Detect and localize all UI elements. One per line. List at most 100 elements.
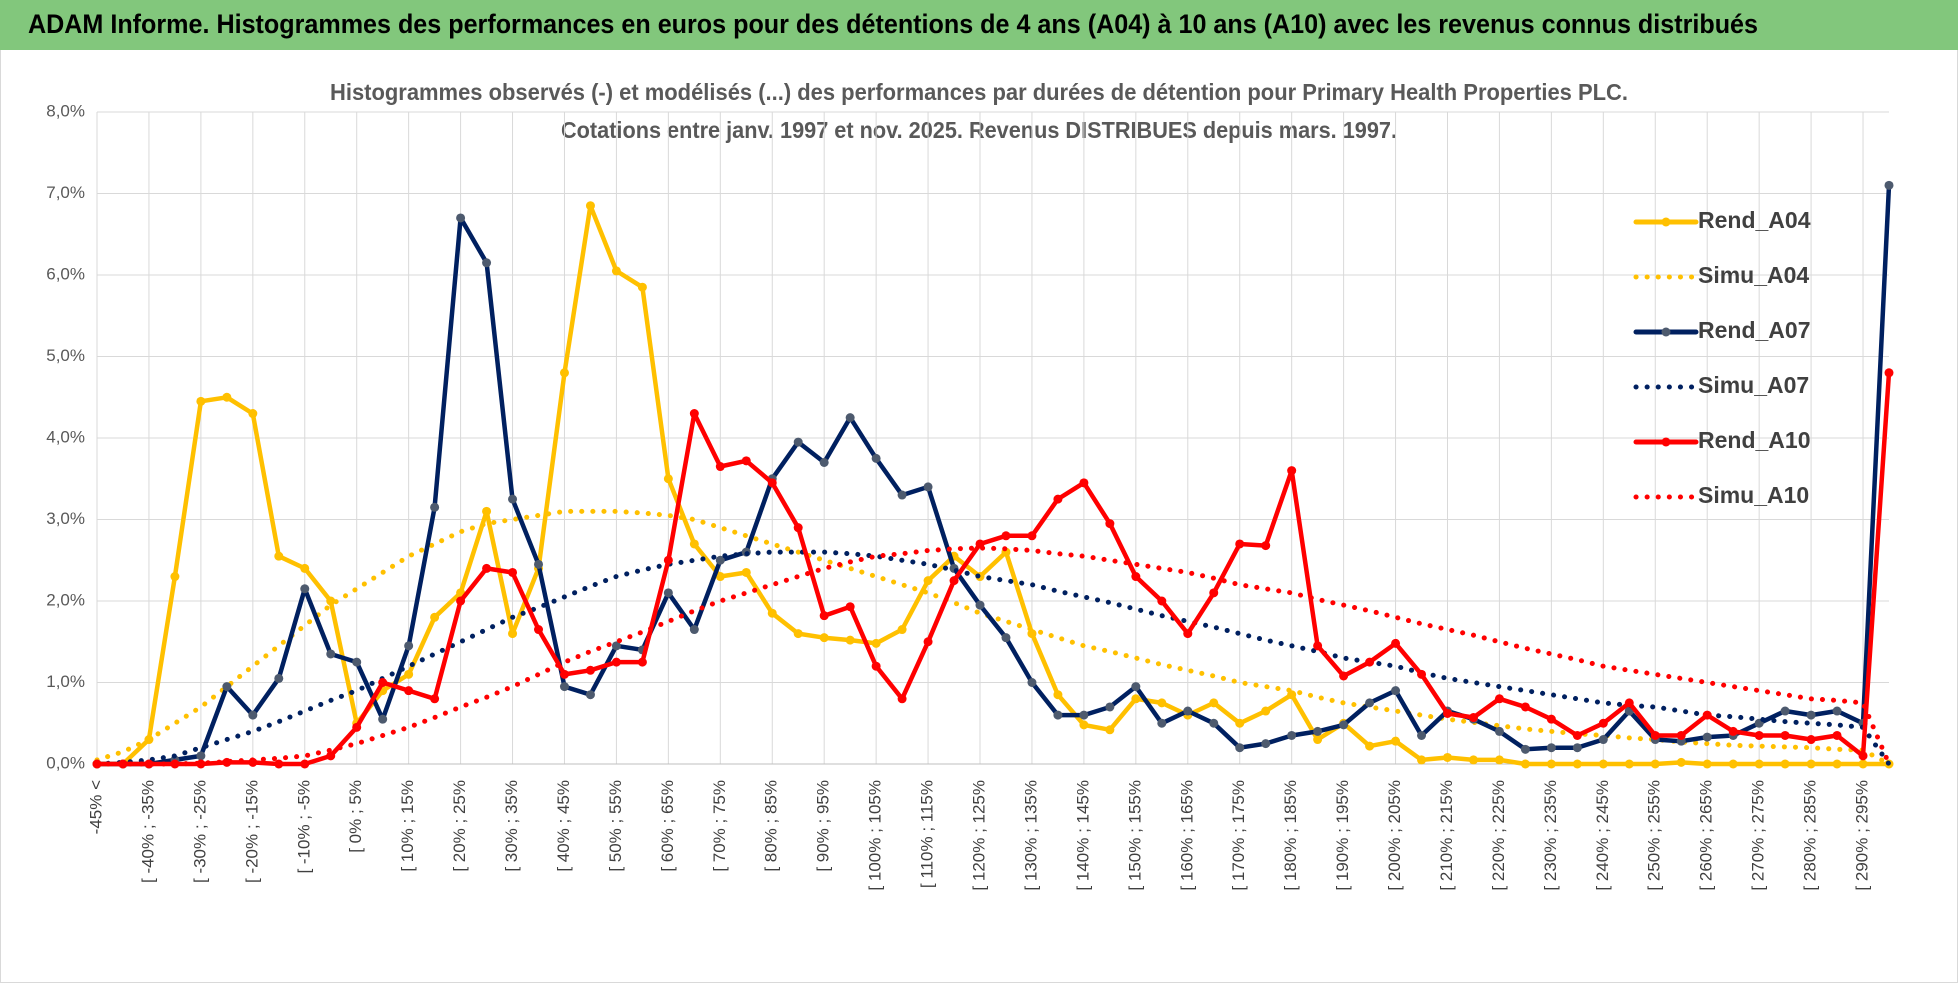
- series-marker: [1079, 710, 1089, 720]
- series-marker: [1832, 706, 1842, 716]
- series-marker: [1702, 710, 1712, 720]
- series-marker: [196, 396, 206, 406]
- series-marker: [1287, 466, 1297, 476]
- series-marker: [1702, 759, 1712, 769]
- x-tick-label: -45% <: [86, 780, 105, 834]
- series-marker: [378, 678, 388, 687]
- series-marker: [819, 457, 829, 467]
- series-marker: [1417, 669, 1427, 679]
- legend-label: Simu_A07: [1698, 372, 1809, 398]
- series-marker: [274, 759, 284, 769]
- series-marker: [1884, 180, 1894, 190]
- series-marker: [248, 409, 258, 419]
- series-marker: [1598, 718, 1608, 728]
- x-tick-label: [ 20% ; 25%: [450, 780, 469, 872]
- series-marker: [118, 759, 128, 769]
- y-tick-label: 1,0%: [46, 672, 85, 691]
- series-marker: [689, 409, 699, 419]
- series-marker: [1235, 743, 1245, 753]
- series-marker: [1520, 744, 1530, 754]
- series-marker: [1313, 726, 1323, 736]
- series-marker: [1417, 730, 1427, 740]
- y-tick-label: 5,0%: [46, 346, 85, 365]
- x-tick-label: [ 230% ; 235%: [1541, 780, 1560, 891]
- series-marker: [1183, 629, 1193, 639]
- x-tick-label: [ 250% ; 255%: [1645, 780, 1664, 891]
- series-marker: [1235, 539, 1245, 549]
- series-marker: [715, 462, 725, 472]
- series-marker: [585, 665, 595, 675]
- series-line: [94, 545, 1892, 767]
- x-tick-label: [ 220% ; 225%: [1489, 780, 1508, 891]
- series-marker: [1001, 633, 1011, 643]
- series-marker: [1157, 718, 1167, 728]
- series-marker: [1858, 759, 1868, 769]
- series-marker: [871, 661, 881, 671]
- series-marker: [1858, 751, 1868, 761]
- series-marker: [1442, 708, 1452, 718]
- series-marker: [585, 690, 595, 700]
- series-line: [94, 370, 1892, 767]
- x-tick-label: [ -30% ; -25%: [190, 780, 209, 883]
- series-marker: [793, 523, 803, 533]
- series-marker: [1261, 541, 1271, 551]
- series-marker: [1079, 478, 1089, 488]
- series-marker: [1624, 698, 1634, 708]
- series-marker: [1157, 596, 1167, 606]
- series-marker: [611, 657, 621, 667]
- series-marker: [1053, 710, 1063, 720]
- series-marker: [871, 453, 881, 463]
- series-marker: [1157, 698, 1167, 708]
- series-marker: [845, 602, 855, 612]
- series-marker: [1131, 572, 1141, 582]
- series-marker: [1832, 730, 1842, 740]
- header-bar: [0, 0, 1958, 50]
- legend-marker: [1661, 437, 1671, 447]
- series-marker: [300, 563, 310, 573]
- series-marker: [1053, 690, 1063, 700]
- series-marker: [1105, 519, 1115, 529]
- series-marker: [1728, 759, 1738, 769]
- series-marker: [1494, 726, 1504, 736]
- series-marker: [300, 584, 310, 594]
- legend-label: Simu_A04: [1698, 262, 1809, 288]
- series-marker: [1546, 714, 1556, 724]
- series-marker: [1806, 735, 1816, 745]
- series-marker: [1780, 730, 1790, 740]
- legend-label: Rend_A04: [1698, 207, 1811, 233]
- series-marker: [1027, 678, 1037, 687]
- series-marker: [534, 625, 544, 635]
- x-tick-label: [ 140% ; 145%: [1073, 780, 1092, 891]
- series-marker: [1442, 752, 1452, 762]
- series-marker: [1105, 702, 1115, 712]
- x-tick-label: [ -10% ; -5%: [294, 780, 313, 874]
- y-tick-label: 3,0%: [46, 509, 85, 528]
- x-tick-label: [ 180% ; 185%: [1281, 780, 1300, 891]
- y-tick-label: 7,0%: [46, 183, 85, 202]
- chart-subtitle: Cotations entre janv. 1997 et nov. 2025.…: [561, 117, 1397, 143]
- series-marker: [689, 625, 699, 635]
- x-tick-label: [ 70% ; 75%: [710, 780, 729, 872]
- series-marker: [1079, 720, 1089, 730]
- series-marker: [1339, 720, 1349, 730]
- series-marker: [1235, 718, 1245, 728]
- series-marker: [1131, 682, 1141, 692]
- x-tick-label: [ 80% ; 85%: [762, 780, 781, 872]
- series-marker: [1391, 638, 1401, 648]
- legend-marker: [1661, 217, 1671, 227]
- x-tick-label: [ -20% ; -15%: [242, 780, 261, 883]
- series-marker: [1520, 759, 1530, 769]
- series-marker: [222, 682, 232, 692]
- series-marker: [1754, 759, 1764, 769]
- series-line: [94, 183, 1892, 767]
- series-marker: [663, 474, 673, 484]
- series-marker: [663, 555, 673, 565]
- series-marker: [1832, 759, 1842, 769]
- series-marker: [637, 282, 647, 292]
- series-marker: [274, 673, 284, 683]
- y-tick-label: 2,0%: [46, 590, 85, 609]
- x-tick-label: [ -40% ; -35%: [138, 780, 157, 883]
- series-marker: [1287, 730, 1297, 740]
